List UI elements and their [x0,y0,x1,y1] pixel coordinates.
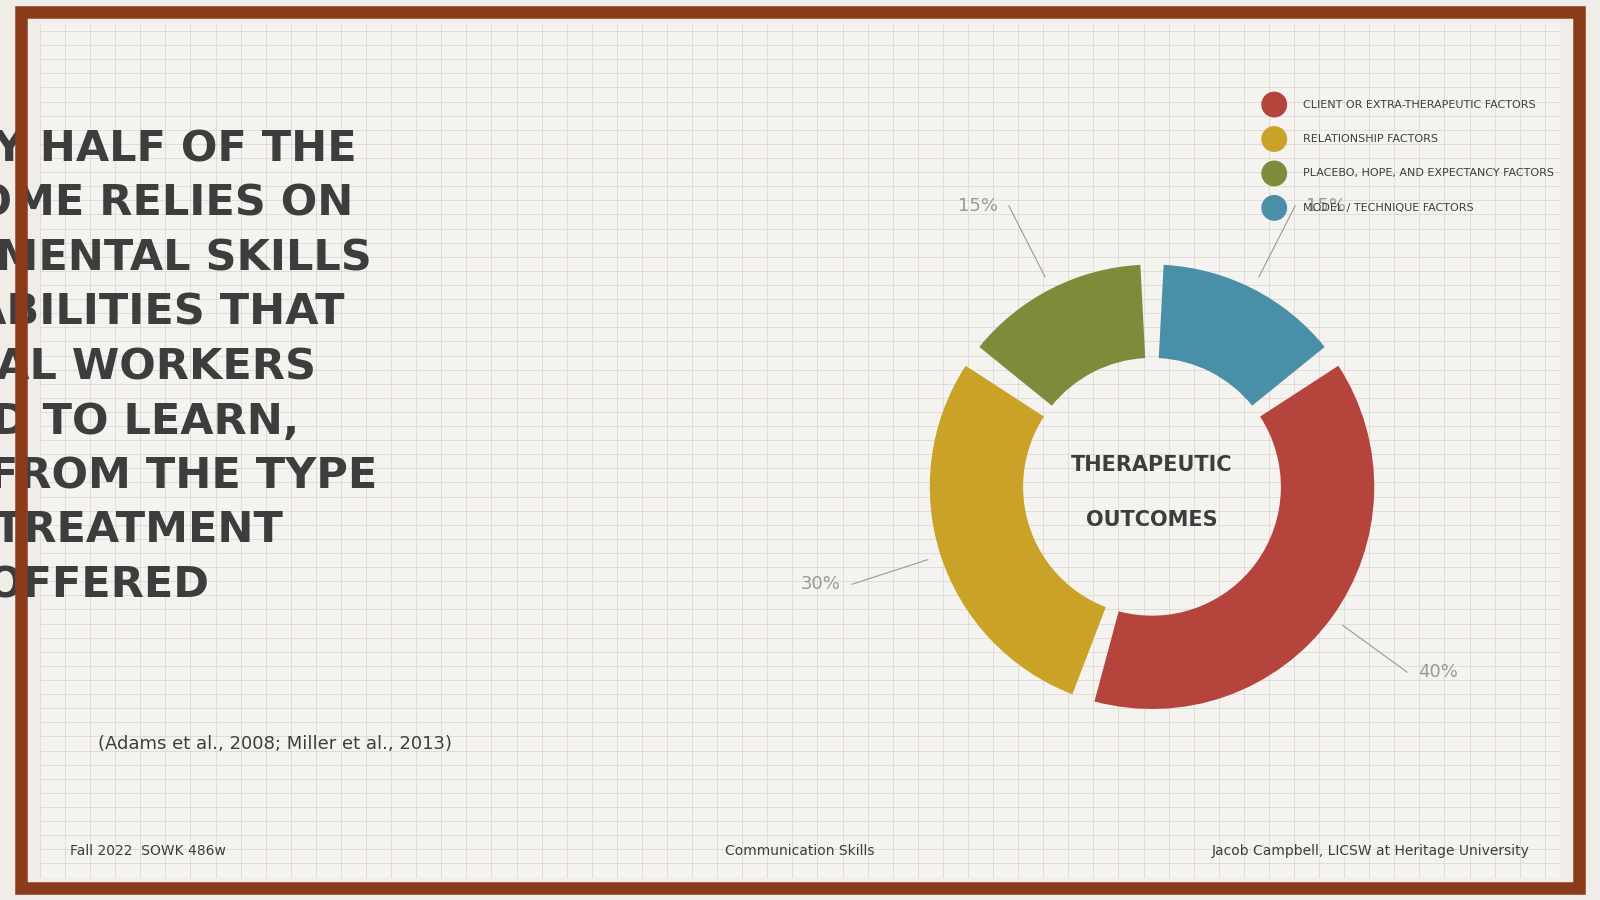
Circle shape [1262,195,1286,220]
Text: OUTCOMES: OUTCOMES [1086,510,1218,530]
Text: THERAPEUTIC: THERAPEUTIC [1072,454,1232,474]
Text: Fall 2022  SOWK 486w: Fall 2022 SOWK 486w [70,844,226,859]
Text: 15%: 15% [1306,196,1346,214]
Text: (Adams et al., 2008; Miller et al., 2013): (Adams et al., 2008; Miller et al., 2013… [99,734,453,752]
Text: PLACEBO, HOPE, AND EXPECTANCY FACTORS: PLACEBO, HOPE, AND EXPECTANCY FACTORS [1302,168,1554,178]
Circle shape [1262,161,1286,185]
Wedge shape [1094,365,1374,709]
Text: CLIENT OR EXTRA-THERAPEUTIC FACTORS: CLIENT OR EXTRA-THERAPEUTIC FACTORS [1302,100,1536,110]
Wedge shape [930,365,1106,694]
Circle shape [1262,93,1286,117]
Circle shape [1262,127,1286,151]
Text: 30%: 30% [802,575,840,593]
Wedge shape [979,265,1146,406]
Text: Communication Skills: Communication Skills [725,844,875,859]
Text: MODEL / TECHNIQUE FACTORS: MODEL / TECHNIQUE FACTORS [1302,202,1474,213]
Text: Jacob Campbell, LICSW at Heritage University: Jacob Campbell, LICSW at Heritage Univer… [1211,844,1530,859]
Text: 15%: 15% [958,196,998,214]
Wedge shape [1158,265,1325,406]
Text: RELATIONSHIP FACTORS: RELATIONSHIP FACTORS [1302,134,1438,144]
Text: NEARLY HALF OF THE
OUTCOME RELIES ON
FUNDAMENTAL SKILLS
AND ABILITIES THAT
SOCIA: NEARLY HALF OF THE OUTCOME RELIES ON FUN… [0,128,378,607]
Text: 40%: 40% [1419,663,1458,681]
